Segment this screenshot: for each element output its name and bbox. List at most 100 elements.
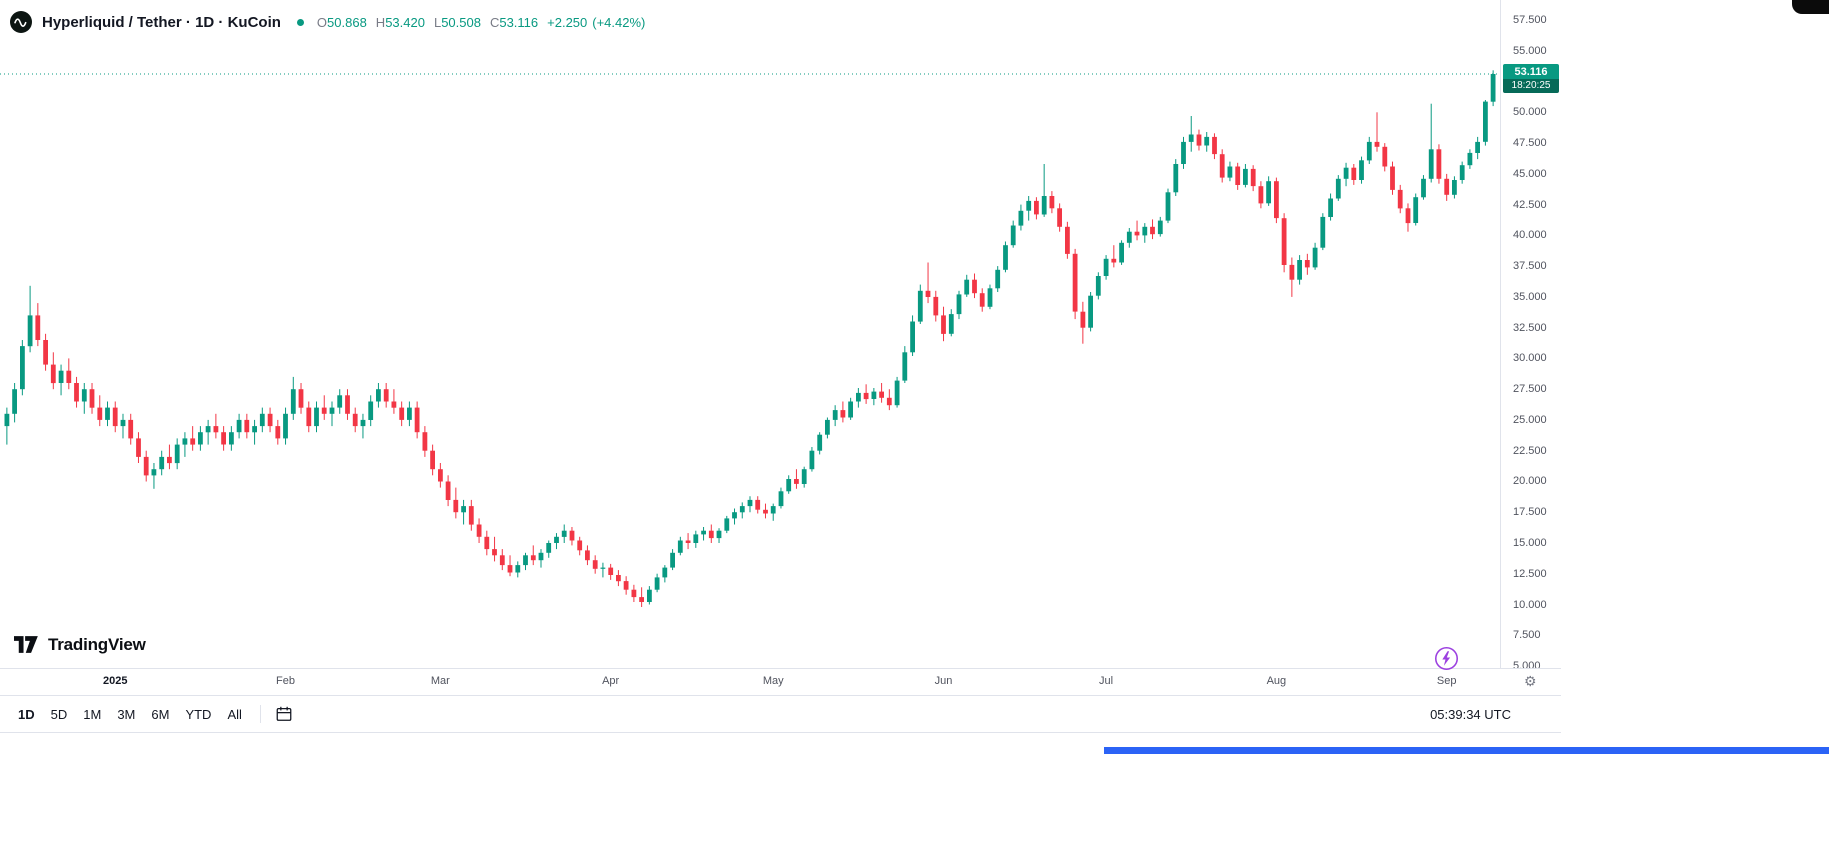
price-tick-label: 27.500 xyxy=(1513,383,1547,396)
candle xyxy=(1126,228,1132,248)
candle xyxy=(244,413,250,439)
candle xyxy=(832,405,838,427)
current-price-badge: 53.116 18:20:25 xyxy=(1503,63,1559,93)
candle xyxy=(174,438,180,470)
candle xyxy=(321,395,327,420)
candle xyxy=(1351,164,1357,185)
candle xyxy=(1366,136,1372,164)
market-status-icon[interactable] xyxy=(296,18,304,26)
range-button-3m[interactable]: 3M xyxy=(117,706,136,722)
go-to-date-button[interactable] xyxy=(271,701,297,727)
candle xyxy=(1212,133,1217,160)
toolbar-divider xyxy=(259,705,261,723)
time-tick-label: Jun xyxy=(934,675,953,687)
range-button-1m[interactable]: 1M xyxy=(83,706,102,722)
ohlc-close: C53.116 xyxy=(490,15,538,30)
candle xyxy=(871,388,877,406)
range-button-5d[interactable]: 5D xyxy=(50,706,68,722)
candle xyxy=(1142,223,1148,243)
candle xyxy=(1181,136,1186,169)
symbol-legend: Hyperliquid / Tether · 1D · KuCoin O50.8… xyxy=(10,11,645,33)
candle xyxy=(236,413,242,439)
candle xyxy=(1103,255,1109,280)
close-label: C xyxy=(489,14,500,30)
candle xyxy=(221,426,226,451)
candle xyxy=(863,384,869,404)
candle xyxy=(399,401,405,427)
change-absolute: +2.250 xyxy=(547,14,588,30)
candle xyxy=(1444,173,1450,201)
change-values: +2.250 (+4.42%) xyxy=(547,15,645,30)
candle xyxy=(956,290,962,320)
change-percent: (+4.42%) xyxy=(592,14,646,30)
candle xyxy=(886,389,892,411)
lightning-icon xyxy=(1434,646,1459,671)
candle xyxy=(739,502,745,519)
candle xyxy=(120,413,126,439)
time-tick-label: Sep xyxy=(1436,675,1457,687)
chart-pane: Hyperliquid / Tether · 1D · KuCoin O50.8… xyxy=(0,0,1562,672)
candle xyxy=(252,419,257,445)
candle xyxy=(58,364,64,396)
candle xyxy=(538,549,544,568)
candle xyxy=(298,383,304,414)
range-button-1d[interactable]: 1D xyxy=(18,706,35,722)
time-tick-label: Feb xyxy=(276,675,296,687)
candle xyxy=(290,376,296,420)
time-tick-label: May xyxy=(762,675,784,687)
candle xyxy=(43,333,48,371)
candle xyxy=(1483,100,1488,146)
time-scale[interactable]: ⚙ 2025 Feb Mar Apr May Jun Jul Aug Sep xyxy=(0,668,1561,696)
candle xyxy=(902,346,908,383)
candle xyxy=(1413,193,1419,226)
candle xyxy=(1243,164,1248,188)
instant-order-lightning-button[interactable] xyxy=(1434,646,1459,671)
candle xyxy=(89,383,95,414)
price-tick-label: 35.000 xyxy=(1513,290,1547,303)
time-tick-label: Mar xyxy=(430,675,450,687)
candle xyxy=(948,309,954,337)
high-label: H xyxy=(375,14,386,30)
range-button-all[interactable]: All xyxy=(227,706,242,722)
gear-icon[interactable]: ⚙ xyxy=(1524,673,1537,689)
candle xyxy=(515,561,521,578)
symbol-logo-icon xyxy=(10,11,32,33)
candle xyxy=(352,407,358,433)
candle xyxy=(1150,219,1155,240)
candle xyxy=(817,432,823,455)
candle xyxy=(585,545,590,566)
candle xyxy=(732,508,737,525)
candle xyxy=(616,570,621,587)
candle xyxy=(314,401,319,433)
candle xyxy=(1235,162,1241,190)
candle xyxy=(112,401,118,433)
price-tick-label: 30.000 xyxy=(1513,352,1547,365)
candle xyxy=(136,432,141,463)
candle xyxy=(608,563,614,580)
candle xyxy=(1312,242,1318,270)
symbol-title[interactable]: Hyperliquid / Tether · 1D · KuCoin xyxy=(42,13,281,31)
candle xyxy=(1421,175,1426,200)
timezone-clock[interactable]: 05:39:34 UTC xyxy=(1430,706,1511,722)
bottom-toolbar: 1D 5D 1M 3M 6M YTD All 05:39:34 UTC xyxy=(0,695,1561,733)
tradingview-chart-window: Hyperliquid / Tether · 1D · KuCoin O50.8… xyxy=(0,0,1561,734)
candle xyxy=(577,536,583,556)
candle xyxy=(523,552,528,571)
range-button-ytd[interactable]: YTD xyxy=(185,706,212,722)
tradingview-watermark[interactable]: TradingView xyxy=(14,634,146,655)
candle xyxy=(840,401,846,423)
candle xyxy=(1467,149,1473,169)
candle xyxy=(1274,177,1279,224)
chart-canvas[interactable] xyxy=(0,0,1500,668)
candle xyxy=(647,586,652,605)
top-right-overlay xyxy=(1792,0,1829,14)
time-tick-label: Jul xyxy=(1099,675,1114,687)
price-scale[interactable]: 53.116 18:20:25 57.50055.00052.50050.000… xyxy=(1500,0,1562,672)
candle xyxy=(1080,301,1086,344)
candle xyxy=(569,527,575,546)
candle xyxy=(639,587,644,607)
range-button-6m[interactable]: 6M xyxy=(151,706,170,722)
candle xyxy=(662,565,668,583)
candle xyxy=(27,285,33,353)
candle xyxy=(376,383,381,408)
